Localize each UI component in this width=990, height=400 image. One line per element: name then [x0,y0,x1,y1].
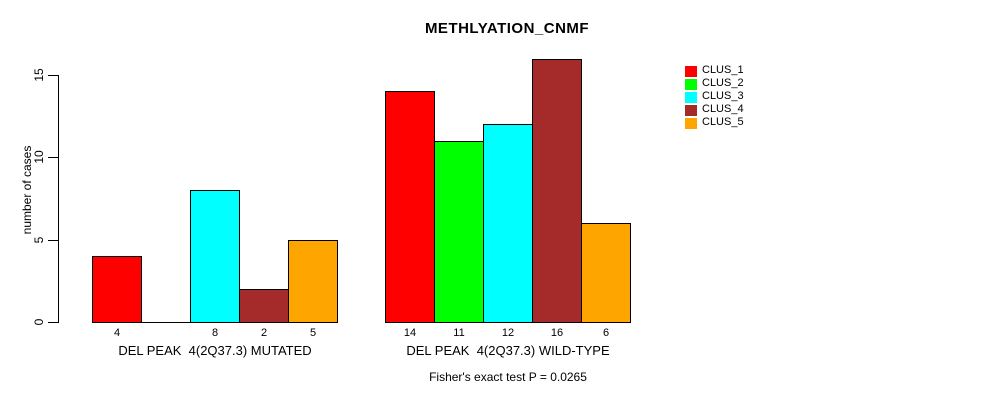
y-axis-tick [48,157,58,158]
bar-value-label: 14 [403,327,417,339]
bar-clus_5 [288,240,338,323]
bar-value-label: 4 [113,327,121,339]
chart-title: METHLYATION_CNMF [424,20,590,37]
group-label: DEL PEAK 4(2Q37.3) WILD-TYPE [406,343,610,358]
bar-clus_1 [92,256,142,323]
legend-label: CLUS_1 [702,64,744,76]
y-axis-tick [48,322,58,323]
footnote: Fisher's exact test P = 0.0265 [429,370,587,384]
legend-swatch-clus_1 [685,66,697,77]
bar-clus_2 [434,141,484,323]
bar-clus_5 [581,223,631,323]
bar-clus_3 [190,190,240,323]
bar-value-label: 8 [211,327,219,339]
legend-label: CLUS_5 [702,116,744,128]
bar-value-label: 6 [602,327,610,339]
legend-swatch-clus_2 [685,79,697,90]
legend-swatch-clus_4 [685,105,697,116]
legend-label: CLUS_4 [702,103,744,115]
group-label: DEL PEAK 4(2Q37.3) MUTATED [118,343,312,358]
bar-clus_2-zero [141,322,191,323]
bar-value-label: 11 [453,327,465,339]
bar-value-label: 16 [550,327,564,339]
bar-clus_4 [532,59,582,323]
legend-swatch-clus_3 [685,92,697,103]
bar-value-label: 5 [309,327,317,339]
y-axis-line [58,75,59,323]
y-axis-tick [48,75,58,76]
legend-label: CLUS_3 [702,90,744,102]
y-axis-tick [48,240,58,241]
bar-value-label: 12 [501,327,515,339]
legend-label: CLUS_2 [702,77,744,89]
legend-swatch-clus_5 [685,118,697,129]
bar-value-label: 2 [260,327,268,339]
